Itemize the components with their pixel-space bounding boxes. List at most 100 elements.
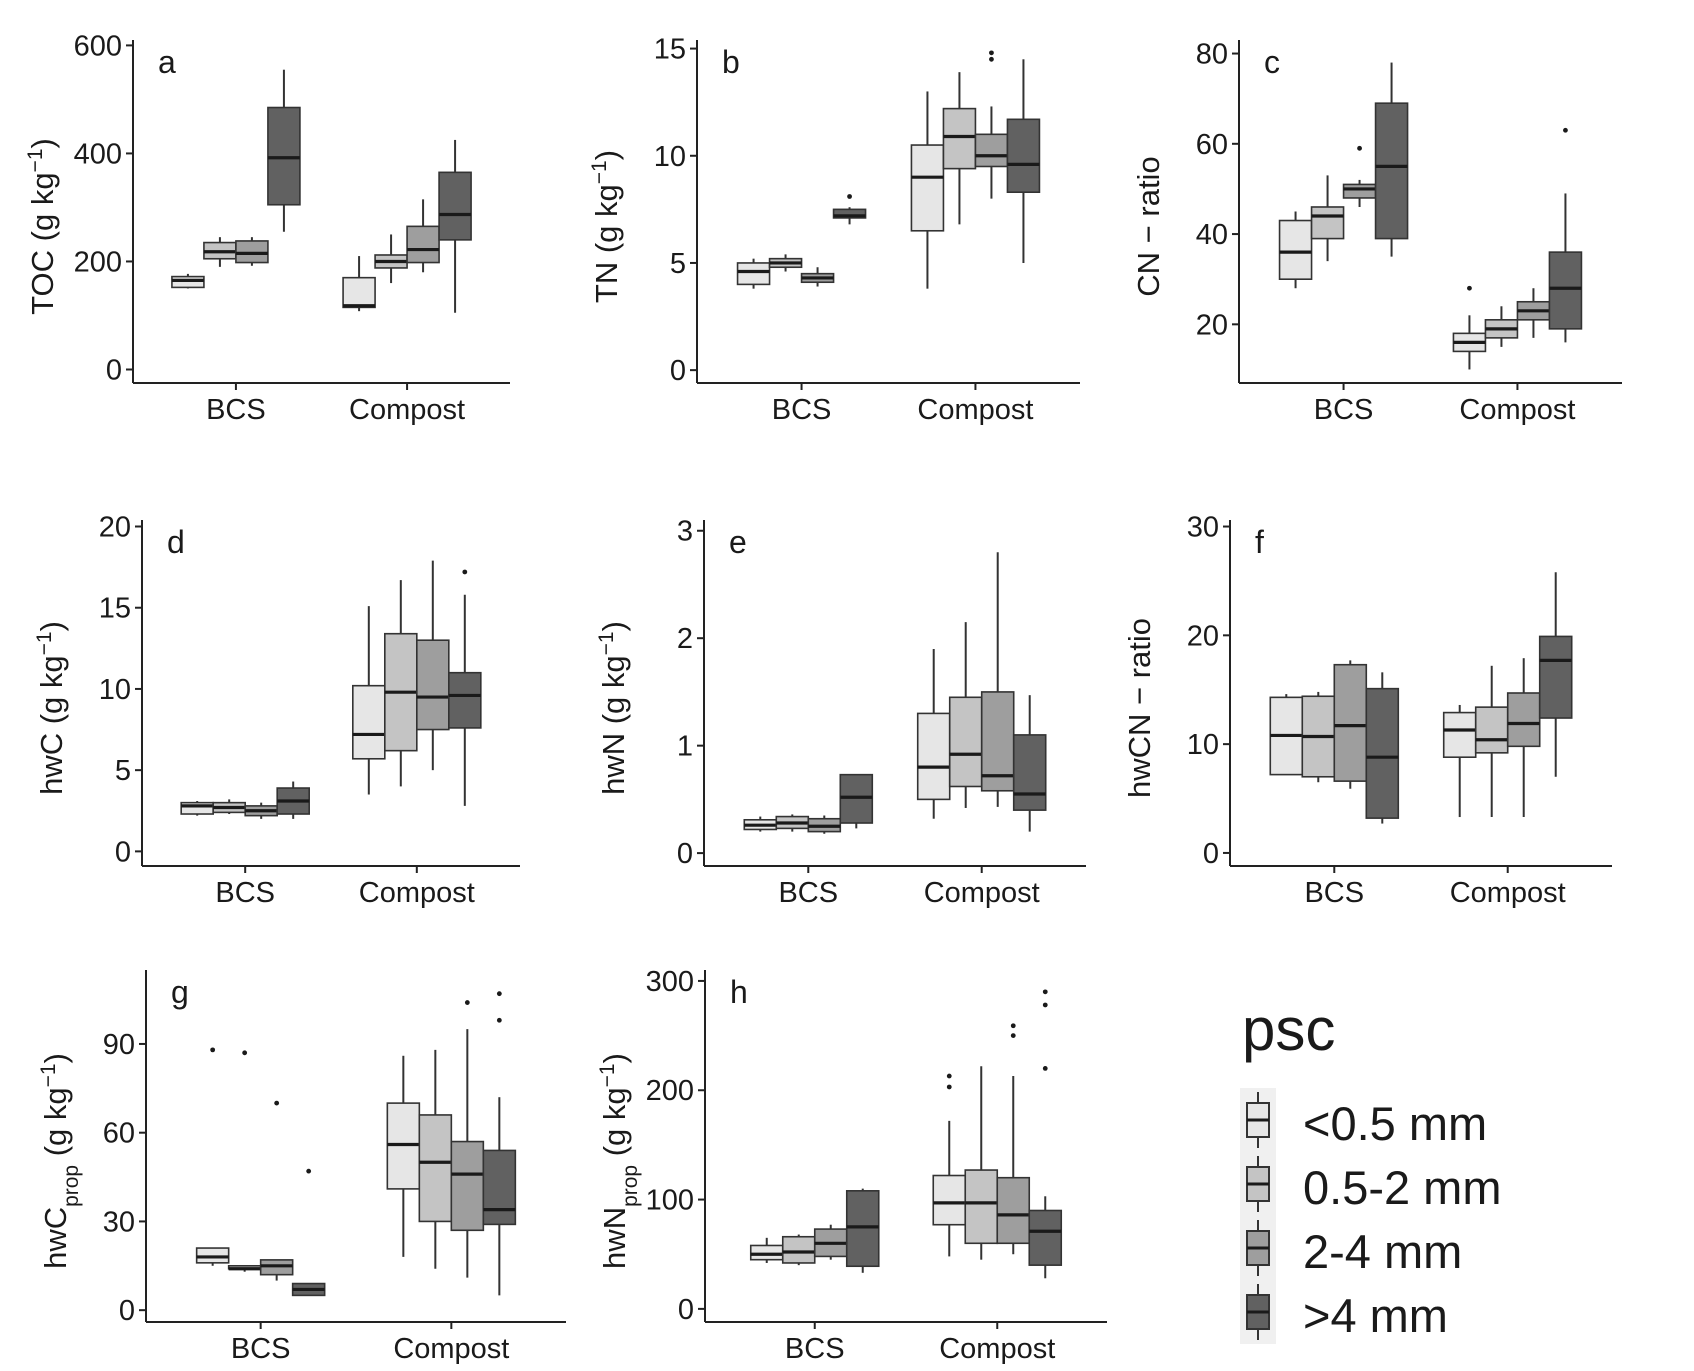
box-d-compost-2 <box>384 580 418 787</box>
y-label-main: hwCN − ratio <box>1122 618 1157 798</box>
y-tick-label: 20 <box>99 511 131 543</box>
outlier-point <box>1042 1065 1048 1071</box>
y-tick-label: 10 <box>1187 729 1219 761</box>
y-tick-label: 100 <box>646 1185 694 1217</box>
legend-item-3: 2-4 mm <box>1240 1216 1462 1280</box>
x-tick-label: Compost <box>1459 394 1575 426</box>
box-e-bcs-2 <box>775 814 810 832</box>
outlier-point <box>946 1073 952 1079</box>
y-label-superscript: −1 <box>596 1063 619 1087</box>
outlier-point <box>1563 127 1568 133</box>
outlier-point <box>946 1084 952 1090</box>
box-iqr <box>1310 206 1345 240</box>
box-c-bcs-4 <box>1374 62 1409 257</box>
box-d-bcs-1 <box>180 801 214 816</box>
y-label-main: CN − ratio <box>1131 156 1166 296</box>
y-axis-label: hwCN − ratio <box>1122 618 1157 798</box>
panel-letter: c <box>1264 44 1280 80</box>
y-tick-label: 200 <box>74 246 122 278</box>
box-f-bcs-4 <box>1365 672 1400 824</box>
y-label-main: TN (g kg <box>589 184 624 303</box>
box-d-compost-4 <box>448 569 482 806</box>
legend-title: psc <box>1242 996 1335 1063</box>
x-tick-label: BCS <box>1314 394 1374 426</box>
outlier-point <box>464 1000 470 1005</box>
panel-f: 0 10 20 30 BCS Compost f hwCN − ratio <box>1122 512 1612 909</box>
box-e-compost-2 <box>948 622 983 808</box>
box-a-bcs-4 <box>267 69 301 232</box>
box-iqr <box>948 696 983 788</box>
box-e-bcs-1 <box>743 816 778 832</box>
y-axis-label: hwCprop (g kg−1) <box>37 1053 83 1269</box>
x-tick-label: BCS <box>215 877 275 909</box>
y-tick-label: 0 <box>106 354 122 386</box>
box-a-bcs-1 <box>171 273 205 289</box>
x-tick-label: BCS <box>772 394 832 426</box>
x-tick-label: Compost <box>349 394 465 426</box>
box-h-compost-4 <box>1028 989 1063 1279</box>
legend-key-2 <box>1246 1156 1270 1212</box>
box-b-compost-1 <box>910 91 945 289</box>
box-d-bcs-2 <box>212 799 246 815</box>
outlier-point <box>242 1050 248 1056</box>
y-tick-label: 0 <box>1203 838 1219 870</box>
box-iqr <box>1342 183 1377 199</box>
box-iqr <box>996 1176 1031 1245</box>
box-iqr <box>781 1235 816 1264</box>
y-label-tail: ) <box>596 621 631 631</box>
box-b-compost-4 <box>1006 59 1041 263</box>
box-iqr <box>1374 102 1409 240</box>
panel-b: 0 5 10 15 BCS Compost b TN (g kg−1) <box>588 34 1080 426</box>
y-label-superscript: −1 <box>24 148 47 172</box>
y-tick-label: 400 <box>74 138 122 170</box>
box-g-bcs-4 <box>291 1168 326 1297</box>
box-iqr <box>1442 711 1477 758</box>
box-f-compost-2 <box>1474 665 1509 818</box>
box-iqr <box>482 1149 517 1226</box>
y-label-main-2: (g kg <box>38 1087 73 1165</box>
box-iqr <box>342 276 376 309</box>
y-tick-label: 5 <box>115 755 131 787</box>
box-iqr <box>916 712 951 801</box>
box-e-compost-1 <box>916 648 951 819</box>
panel-letter: d <box>167 524 185 560</box>
y-label-main: hwN <box>597 1207 632 1269</box>
box-g-compost-3 <box>450 1000 485 1278</box>
y-tick-label: 10 <box>99 674 131 706</box>
box-iqr <box>832 208 867 219</box>
box-iqr <box>932 1174 967 1226</box>
x-tick-label: BCS <box>778 877 838 909</box>
y-tick-label: 600 <box>74 30 122 62</box>
box-iqr <box>1006 118 1041 194</box>
box-iqr <box>1028 1209 1063 1266</box>
box-e-bcs-4 <box>839 773 874 829</box>
panel-d: 0 5 10 15 20 BCS Compost d hwC (g kg−1) <box>33 511 520 909</box>
box-c-compost-4 <box>1548 127 1583 343</box>
y-label-main-2: (g kg <box>597 1087 632 1165</box>
y-tick-label: 2 <box>677 623 693 655</box>
box-iqr <box>450 1140 485 1232</box>
y-axis-label: hwN (g kg−1) <box>595 621 632 795</box>
box-d-bcs-3 <box>244 802 278 819</box>
y-label-tail: ) <box>25 138 60 148</box>
panel-e: 0 1 2 3 BCS Compost e hwN (g kg−1) <box>595 516 1086 909</box>
box-iqr <box>406 225 440 264</box>
box-iqr <box>1278 219 1313 280</box>
box-b-compost-3 <box>974 50 1009 199</box>
box-iqr <box>1333 663 1368 782</box>
outlier-point <box>989 50 994 56</box>
y-tick-label: 60 <box>1196 129 1228 161</box>
y-tick-label: 90 <box>103 1029 135 1061</box>
legend-item-1: <0.5 mm <box>1240 1088 1487 1152</box>
x-tick-label: BCS <box>1304 877 1364 909</box>
panel-letter: a <box>158 44 176 80</box>
y-tick-label: 5 <box>670 248 686 280</box>
y-axis-label: TOC (g kg−1) <box>24 138 61 315</box>
box-g-bcs-1 <box>195 1047 230 1266</box>
box-iqr <box>1548 251 1583 330</box>
y-tick-label: 200 <box>646 1075 694 1107</box>
box-e-bcs-3 <box>807 815 842 834</box>
panel-a: 0 200 400 600 BCS Compost a TOC (g kg−1) <box>24 30 510 426</box>
x-tick-label: Compost <box>939 1333 1055 1365</box>
y-axis-label: hwC (g kg−1) <box>33 621 70 795</box>
